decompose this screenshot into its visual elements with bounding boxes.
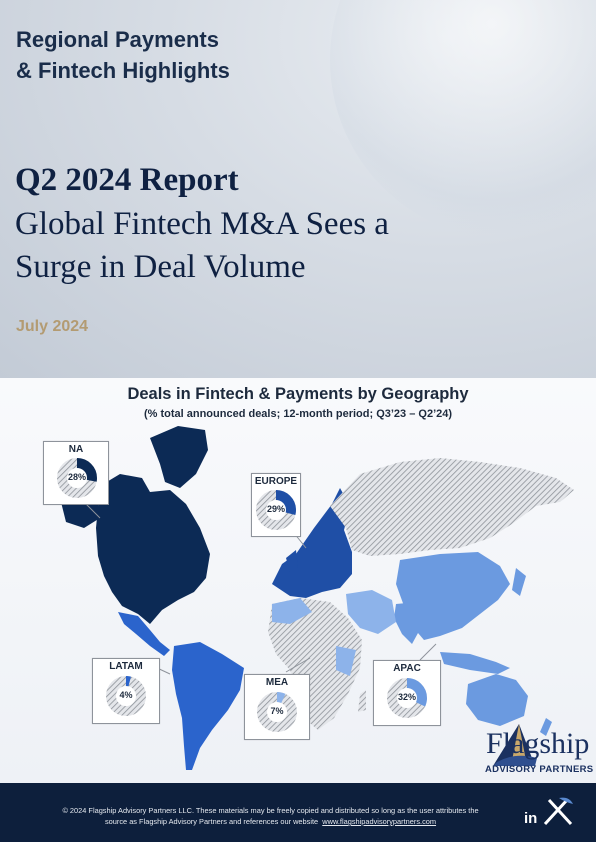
region-russia [330, 458, 574, 556]
series-title-line2: & Fintech Highlights [16, 58, 230, 83]
donut-apac-value: 32% [397, 692, 416, 702]
region-asia-pacific [396, 552, 510, 640]
headline-line2: Surge in Deal Volume [15, 249, 306, 285]
donut-apac-segment [387, 678, 427, 718]
region-south-america [172, 642, 244, 770]
region-madagascar [358, 690, 366, 712]
logo-subtitle: ADVISORY PARTNERS [485, 764, 594, 775]
callout-latam: LATAM 4% [92, 658, 160, 724]
donut-apac: 32% [386, 677, 428, 719]
footer-text: © 2024 Flagship Advisory Partners LLC. T… [18, 805, 523, 827]
callout-europe: EUROPE 29% [251, 473, 301, 537]
region-new-zealand [540, 718, 552, 736]
donut-na-segment [57, 458, 97, 498]
callout-europe-label: EUROPE [254, 476, 298, 487]
region-north-africa-highlight [272, 598, 312, 624]
donut-mea-value: 7% [270, 706, 284, 716]
map-subtitle: (% total announced deals; 12-month perio… [143, 408, 453, 420]
flagship-logo-icon [493, 724, 537, 766]
callout-apac-label: APAC [393, 663, 421, 674]
donut-na-value: 28% [67, 472, 86, 482]
donut-europe: 29% [255, 489, 297, 531]
world-map [60, 426, 574, 770]
region-east-africa-highlight [336, 646, 356, 676]
website-link[interactable]: www.flagshipadvisorypartners.com [322, 817, 437, 826]
donut-latam: 4% [105, 675, 147, 717]
linkedin-icon[interactable]: in [524, 810, 538, 827]
report-title: Q2 2024 Report [15, 162, 239, 198]
footer [0, 783, 596, 842]
footer-line1: © 2024 Flagship Advisory Partners LLC. T… [62, 806, 479, 815]
series-title: Regional Payments & Fintech Highlights [16, 24, 230, 86]
x-icon[interactable] [541, 794, 575, 828]
region-middle-east [346, 590, 396, 634]
headline: Global Fintech M&A Sees a Surge in Deal … [15, 203, 535, 289]
footer-line2: source as Flagship Advisory Partners and… [18, 816, 523, 827]
region-africa [268, 598, 362, 730]
callout-na-label: NA [68, 444, 84, 455]
callout-mea: MEA 7% [244, 674, 310, 740]
logo-name: Flagship [486, 727, 590, 760]
headline-line1: Global Fintech M&A Sees a [15, 206, 389, 242]
callout-apac: APAC 32% [373, 660, 441, 726]
donut-europe-value: 29% [266, 504, 285, 514]
region-uk [286, 550, 298, 572]
region-southeast-asia [440, 652, 510, 674]
region-greenland [150, 426, 208, 488]
region-australia [466, 674, 528, 726]
donut-europe-segment [256, 490, 296, 530]
region-central-america [118, 612, 170, 656]
donut-latam-segment [106, 676, 146, 716]
callout-mea-label: MEA [265, 677, 289, 688]
donut-latam-value: 4% [119, 690, 133, 700]
region-japan [512, 568, 526, 596]
mea-callout-pointer [285, 657, 311, 673]
callout-latam-label: LATAM [109, 661, 143, 672]
region-india [394, 602, 424, 644]
series-title-line1: Regional Payments [16, 27, 219, 52]
footer-line2-text: source as Flagship Advisory Partners and… [104, 817, 319, 826]
callout-na: NA 28% [43, 441, 109, 505]
report-date: July 2024 [16, 318, 89, 335]
map-title: Deals in Fintech & Payments by Geography [127, 385, 469, 403]
donut-mea: 7% [256, 691, 298, 733]
donut-na: 28% [56, 457, 98, 499]
region-north-america [96, 474, 210, 624]
donut-mea-segment [257, 692, 297, 732]
apac-callout-pointer [419, 643, 437, 661]
cover-hero: Regional Payments & Fintech Highlights Q… [0, 0, 596, 378]
